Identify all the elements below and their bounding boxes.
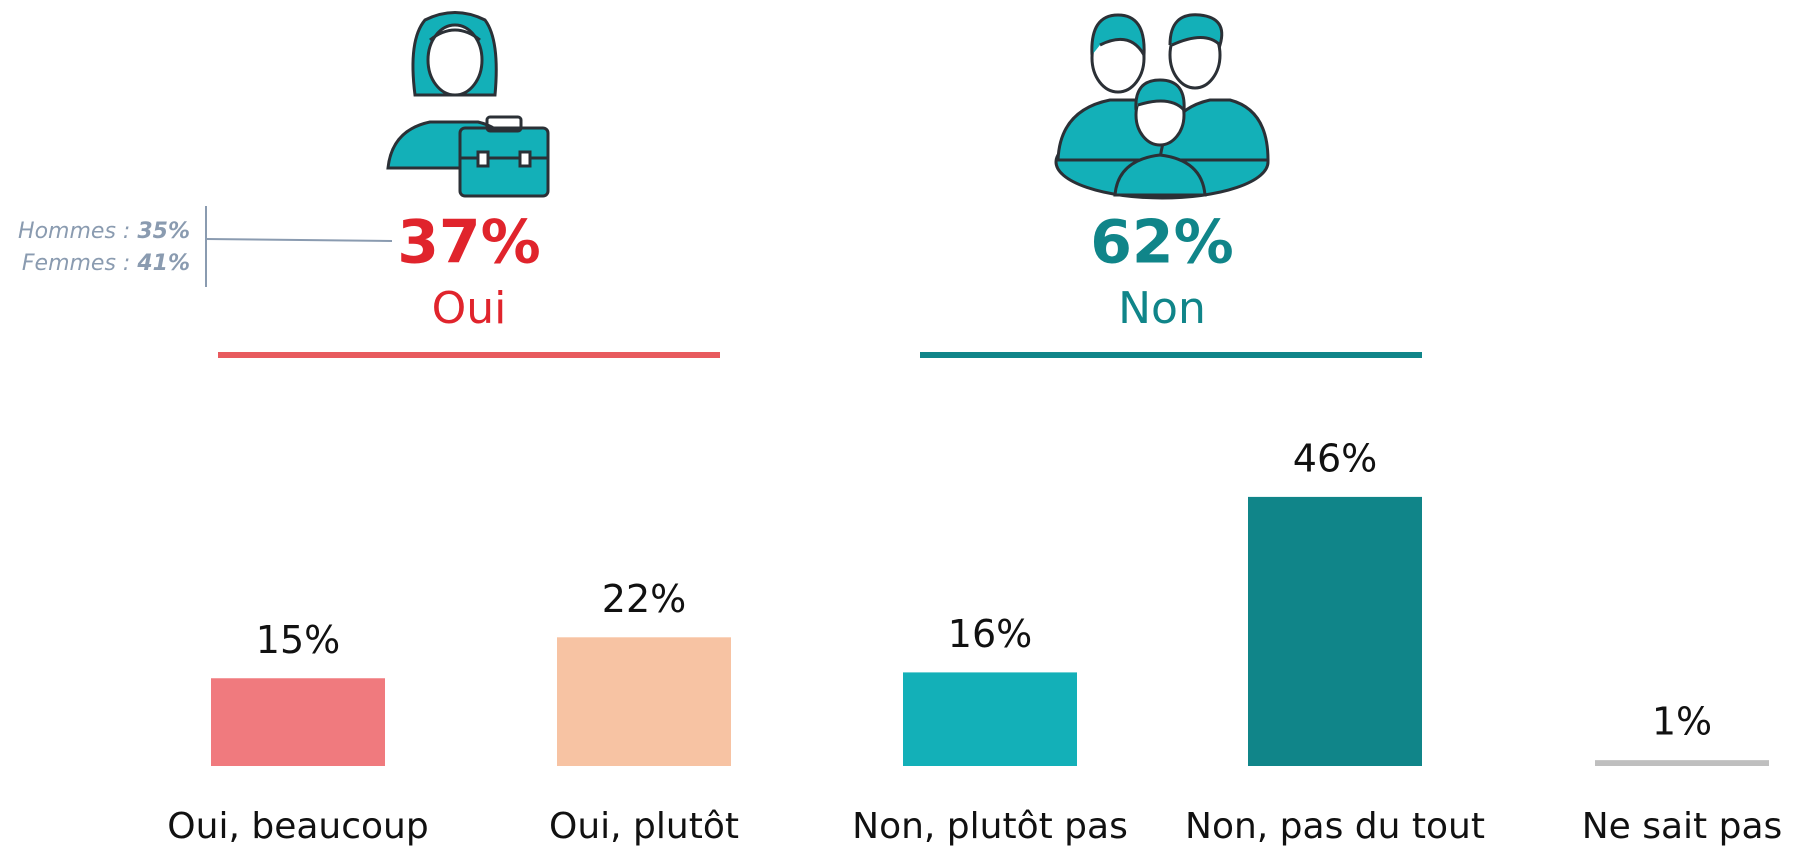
breakdown: Femmes : 41%	[22, 251, 190, 276]
bar	[1595, 760, 1769, 766]
summary-label: Oui	[432, 283, 507, 334]
value-label: 16%	[948, 612, 1032, 656]
summary-value: 62%	[1090, 208, 1234, 278]
bar	[211, 678, 385, 766]
summary-value: 37%	[397, 208, 541, 278]
value-label: 22%	[602, 577, 686, 621]
bar	[903, 672, 1077, 766]
summary-label: Non	[1118, 283, 1206, 334]
bar	[1248, 496, 1422, 766]
breakdown-label: Hommes :	[18, 219, 130, 244]
connector	[205, 238, 393, 242]
icon-worker	[386, 11, 550, 198]
value-label: 1%	[1652, 700, 1712, 744]
value-label: 15%	[256, 618, 340, 662]
category-label: Ne sait pas	[1582, 806, 1783, 847]
category-label: Non, pas du tout	[1185, 806, 1485, 847]
category-label: Non, plutôt pas	[852, 806, 1128, 847]
category-label: Oui, plutôt	[549, 806, 739, 847]
value-label: 46%	[1293, 436, 1377, 480]
breakdown-value: 41%	[136, 251, 190, 276]
breakdown-value: 35%	[137, 219, 190, 244]
breakdown: Hommes : 35%	[18, 219, 190, 244]
bar	[557, 637, 731, 766]
breakdown-label: Femmes :	[22, 251, 130, 276]
category-label: Oui, beaucoup	[167, 806, 428, 847]
icon-group	[1054, 13, 1270, 200]
